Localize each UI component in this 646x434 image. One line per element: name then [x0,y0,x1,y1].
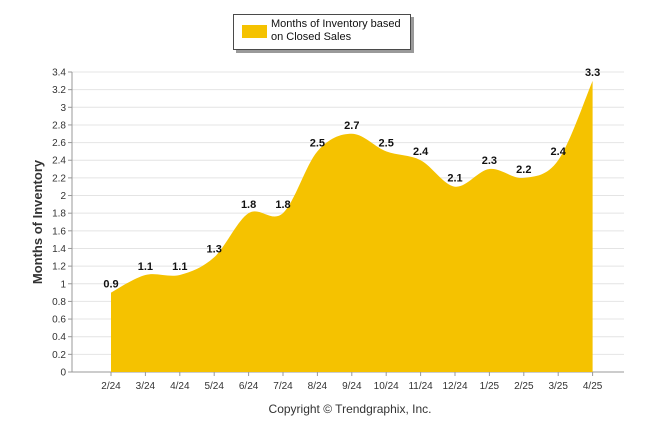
data-label: 2.7 [344,120,359,132]
data-label: 2.4 [551,146,567,158]
x-tick-label: 12/24 [442,381,467,392]
x-tick-label: 3/24 [136,381,156,392]
legend: Months of Inventory based on Closed Sale… [233,14,411,50]
x-tick-label: 4/24 [170,381,190,392]
legend-swatch [242,25,267,38]
copyright-text: Copyright © Trendgraphix, Inc. [268,402,432,416]
data-label: 1.1 [138,261,153,273]
y-tick-label: 2.6 [52,138,66,149]
area-series [111,80,593,372]
data-label: 1.1 [172,261,187,273]
data-label: 2.4 [413,146,429,158]
y-tick-label: 0.8 [52,297,66,308]
x-tick-label: 2/25 [514,381,534,392]
data-label: 3.3 [585,67,600,79]
y-tick-label: 0 [60,368,66,379]
data-label: 2.5 [379,137,394,149]
x-tick-label: 3/25 [548,381,568,392]
data-label: 2.2 [516,164,531,176]
data-label: 1.8 [275,199,290,211]
y-tick-label: 2.4 [52,156,66,167]
y-tick-label: 1.8 [52,209,66,220]
y-tick-label: 2.2 [52,173,66,184]
x-tick-label: 1/25 [480,381,500,392]
x-tick-label: 6/24 [239,381,259,392]
y-tick-label: 3.4 [52,68,66,79]
y-tick-label: 2 [60,191,66,202]
data-label: 2.1 [447,173,462,185]
data-label: 2.5 [310,137,325,149]
x-tick-label: 7/24 [273,381,293,392]
data-label: 1.8 [241,199,256,211]
x-tick-label: 9/24 [342,381,362,392]
x-tick-label: 5/24 [204,381,224,392]
y-tick-label: 1.6 [52,226,66,237]
y-axis-title: Months of Inventory [30,159,45,284]
y-tick-label: 3 [60,103,66,114]
x-tick-label: 4/25 [583,381,603,392]
data-label: 0.9 [103,279,118,291]
y-tick-label: 0.6 [52,315,66,326]
legend-label: Months of Inventory based on Closed Sale… [271,18,401,43]
x-tick-label: 11/24 [408,381,433,392]
y-tick-label: 1 [60,279,66,290]
y-tick-label: 0.4 [52,332,66,343]
y-tick-label: 1.4 [52,244,66,255]
x-tick-label: 2/24 [101,381,121,392]
x-tick-label: 10/24 [374,381,399,392]
y-tick-label: 1.2 [52,262,66,273]
y-tick-label: 0.2 [52,350,66,361]
data-label: 1.3 [207,243,222,255]
data-label: 2.3 [482,155,497,167]
y-tick-label: 3.2 [52,85,66,96]
x-tick-label: 8/24 [308,381,328,392]
y-tick-label: 2.8 [52,120,66,131]
